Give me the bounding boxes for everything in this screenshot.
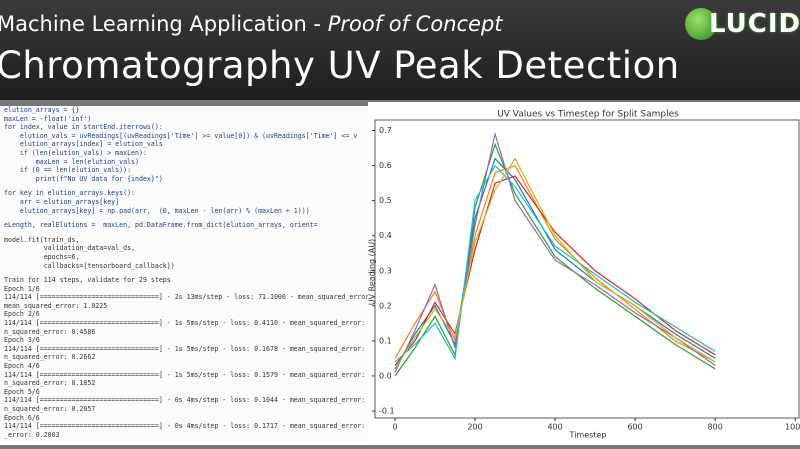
y-axis-label: UV Reading (AU): [368, 239, 377, 305]
code-line: 114/114 [==============================]…: [4, 396, 368, 405]
code-line: validation_data=val_ds,: [4, 244, 136, 253]
code-line: Epoch 4/6: [4, 362, 40, 371]
subtitle-emphasis: Proof of Concept: [327, 12, 503, 36]
code-line: 114/114 [==============================]…: [4, 319, 368, 328]
code-line: epochs=6,: [4, 252, 80, 261]
series-line: [394, 164, 716, 363]
y-tick-label: 0.0: [379, 371, 392, 380]
y-tick-label: 0.6: [379, 161, 392, 170]
code-line: Epoch 2/6: [4, 310, 40, 319]
series-line: [394, 131, 716, 373]
code-line: maxLen = -float('inf'): [4, 114, 92, 123]
code-line: _error: 0.2003: [4, 430, 60, 439]
series-line: [394, 157, 716, 370]
code-line: arr = elution_arrays[key]: [4, 197, 120, 206]
code-block: eLength, realElutions = maxLen, pd.DataF…: [4, 221, 368, 230]
code-line: model.fit(train_ds,: [4, 235, 80, 244]
code-line: 114/114 [==============================]…: [4, 422, 368, 431]
code-line: 114/114 [==============================]…: [4, 344, 368, 353]
x-tick-label: 800: [708, 423, 723, 432]
code-line: 114/114 [==============================]…: [4, 293, 368, 302]
y-tick-label: 0.1: [379, 336, 392, 345]
code-line: Train for 114 steps, validate for 29 ste…: [4, 276, 171, 285]
code-line: for key in elution_arrays.keys():: [4, 189, 136, 198]
code-line: maxLen = len(elution_vals): [4, 157, 139, 166]
series-line: [394, 175, 716, 366]
code-line: elution_vals = uvReadings[(uvReadings['T…: [4, 131, 358, 140]
chart-panel: UV Values vs Timestep for Split Samples …: [368, 102, 800, 445]
code-line: Epoch 6/6: [4, 413, 40, 422]
x-tick-label: 600: [627, 423, 642, 432]
code-line: if (0 == len(elution_vals)):: [4, 166, 132, 175]
x-tick-label: 400: [547, 423, 562, 432]
code-block: for key in elution_arrays.keys(): arr = …: [4, 189, 368, 215]
code-line: 114/114 [==============================]…: [4, 370, 368, 379]
plot-area: [374, 119, 800, 419]
chart: UV Values vs Timestep for Split Samples …: [368, 110, 800, 440]
header: Machine Learning Application - Proof of …: [0, 0, 800, 100]
logo-mark: [685, 8, 717, 40]
chart-title: UV Values vs Timestep for Split Samples: [497, 110, 679, 120]
logo: LUCID: [685, 6, 800, 46]
y-tick-label: 0.5: [379, 196, 392, 205]
code-line: Epoch 5/6: [4, 387, 40, 396]
code-block: elution_arrays = {} maxLen = -float('inf'…: [4, 106, 368, 183]
code-line: Epoch 1/6: [4, 284, 40, 293]
y-tick-label: 0.3: [379, 266, 392, 275]
code-line: n_squared_error: 0.2057: [4, 405, 96, 413]
code-line: for index, value in startEnd.iterrows():: [4, 123, 163, 132]
subtitle-text: Machine Learning Application -: [0, 12, 328, 36]
y-tick-label: 0.7: [379, 126, 392, 135]
code-line: elution_arrays = {}: [4, 106, 80, 114]
subtitle: Machine Learning Application - Proof of …: [0, 12, 503, 36]
code-line: n_squared_error: 0.1852: [4, 379, 96, 388]
x-tick-label: 200: [467, 423, 482, 432]
code-block: model.fit(train_ds, validation_data=val_…: [4, 236, 368, 270]
code-panel: elution_arrays = {} maxLen = -float('inf'…: [0, 106, 368, 445]
y-tick-label: -0.1: [379, 406, 395, 415]
code-line: if (len(elution_vals) > maxLen):: [4, 148, 147, 157]
x-axis-label: Timestep: [569, 431, 607, 440]
code-line: eLength, realElutions = maxLen, pd.DataF…: [4, 221, 318, 230]
code-line: mean_squared_error: 1.0225: [4, 301, 108, 310]
x-tick-label: 0: [392, 423, 397, 432]
code-line: elution_arrays[key] = np.pad(arr, (0, ma…: [4, 206, 310, 215]
y-tick-label: 0.2: [379, 301, 392, 310]
title: Chromatography UV Peak Detection: [0, 44, 680, 87]
y-tick-label: 0.4: [379, 231, 392, 240]
code-line: print(f"No UV data for {index}"): [4, 174, 163, 183]
logo-text: LUCID: [709, 9, 800, 39]
code-line: elution_arrays[index] = elution_vals: [4, 140, 163, 149]
code-line: n_squared_error: 0.2662: [4, 353, 96, 362]
code-line: callbacks=[tensorboard_callback]): [4, 261, 175, 270]
code-line: n_squared_error: 0.4586: [4, 327, 96, 336]
code-block: Train for 114 steps, validate for 29 ste…: [4, 276, 368, 439]
code-line: Epoch 3/6: [4, 336, 40, 345]
x-tick-label: 1000: [785, 423, 800, 432]
